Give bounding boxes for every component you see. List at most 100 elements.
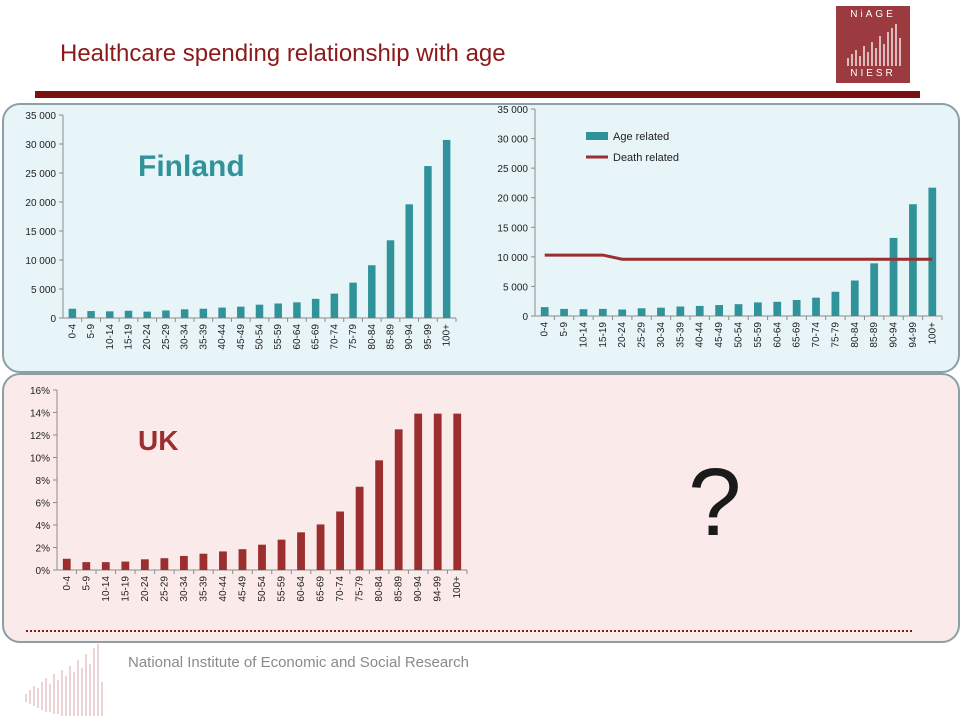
bar-50-54 [255, 304, 264, 318]
logo-bottom-text: NIESR [850, 68, 896, 79]
x-tick-label: 35-39 [198, 324, 209, 350]
x-tick-label: 75-79 [830, 322, 841, 348]
x-tick-label: 20-24 [617, 322, 628, 348]
bar-80-84 [850, 280, 859, 316]
bar-65-69 [311, 298, 320, 318]
x-tick-label: 10-14 [578, 322, 589, 348]
x-tick-label: 50-54 [255, 324, 266, 350]
title-rule [35, 91, 920, 98]
x-tick-label: 20-24 [140, 576, 151, 602]
finland-label: Finland [138, 150, 245, 183]
x-tick-label: 25-29 [161, 324, 172, 350]
x-tick-label: 65-69 [316, 576, 327, 602]
bar-45-49 [238, 549, 247, 570]
x-tick-label: 0-4 [67, 324, 78, 339]
y-tick-label: 15 000 [497, 223, 528, 234]
x-tick-label: 70-74 [329, 324, 340, 350]
bar-100+ [928, 187, 937, 316]
bar-75-79 [831, 291, 840, 316]
x-tick-label: 25-29 [637, 322, 648, 348]
y-tick-label: 30 000 [497, 135, 528, 146]
bar-50-54 [734, 304, 743, 316]
x-tick-label: 100+ [442, 324, 453, 347]
bar-10-14 [101, 562, 110, 570]
y-tick-label: 5 000 [31, 285, 56, 296]
x-tick-label: 50-54 [257, 576, 268, 602]
bar-35-39 [199, 553, 208, 570]
x-tick-label: 94-99 [908, 322, 919, 348]
niage-logo: NiAGE NIESR [836, 6, 910, 83]
y-tick-label: 20 000 [497, 194, 528, 205]
x-tick-label: 90-94 [413, 576, 424, 602]
legend-age-related-label: Age related [613, 131, 669, 143]
x-tick-label: 85-89 [869, 322, 880, 348]
bar-20-24 [143, 311, 151, 318]
x-tick-label: 60-64 [296, 576, 307, 602]
x-tick-label: 60-64 [772, 322, 783, 348]
bar-65-69 [316, 524, 325, 570]
bar-70-74 [336, 511, 344, 570]
x-tick-label: 0-4 [540, 322, 551, 337]
y-tick-label: 14% [30, 409, 50, 420]
x-tick-label: 30-34 [179, 576, 190, 602]
x-tick-label: 70-74 [335, 576, 346, 602]
y-tick-label: 20 000 [25, 198, 56, 209]
bar-30-34 [180, 555, 188, 570]
death-related-line [544, 253, 933, 261]
x-tick-label: 45-49 [714, 322, 725, 348]
bar-10-14 [579, 309, 588, 316]
footer-dotted-rule [26, 630, 912, 632]
footer-text: National Institute of Economic and Socia… [128, 654, 470, 671]
bar-85-89 [870, 263, 879, 316]
bar-55-59 [274, 303, 282, 318]
x-tick-label: 100+ [927, 322, 938, 345]
y-tick-label: 30 000 [25, 140, 56, 151]
bar-85-89 [394, 429, 403, 570]
x-tick-label: 65-69 [792, 322, 803, 348]
y-tick-label: 12% [30, 431, 50, 442]
y-tick-label: 0 [50, 314, 56, 325]
bar-70-74 [330, 293, 339, 318]
x-tick-label: 80-84 [367, 324, 378, 350]
x-tick-label: 60-64 [292, 324, 303, 350]
x-tick-label: 0-4 [62, 576, 73, 591]
bar-85-89 [386, 240, 395, 318]
bar-0-4 [62, 558, 71, 570]
bar-70-74 [812, 297, 820, 316]
x-tick-label: 65-69 [311, 324, 322, 350]
uk-panel [2, 373, 960, 643]
bar-80-84 [375, 460, 384, 570]
x-tick-label: 45-49 [236, 324, 247, 350]
bar-75-79 [355, 486, 364, 570]
finland-chart: 0 5 000 10 000 15 000 20 000 25 000 30 000 35 0… [25, 111, 457, 350]
bar-94-99 [433, 413, 442, 570]
bar-0-4 [68, 308, 77, 318]
x-tick-label: 75-79 [348, 324, 359, 350]
x-tick-label: 55-59 [273, 324, 284, 350]
x-tick-label: 5-9 [559, 322, 570, 337]
legend-age-related-swatch [586, 132, 608, 140]
y-tick-label: 25 000 [25, 169, 56, 180]
legend-death-related-label: Death related [613, 152, 679, 164]
x-tick-label: 70-74 [811, 322, 822, 348]
y-tick-label: 0 [522, 312, 528, 323]
x-tick-label: 15-19 [124, 324, 135, 350]
y-tick-label: 10 000 [497, 253, 528, 264]
x-tick-label: 30-34 [656, 322, 667, 348]
bar-5-9 [82, 562, 91, 570]
y-tick-label: 25 000 [497, 164, 528, 175]
x-tick-label: 25-29 [159, 576, 170, 602]
x-tick-label: 85-89 [386, 324, 397, 350]
bar-60-64 [773, 301, 782, 316]
footer-bars-icon [25, 644, 103, 716]
x-tick-label: 5-9 [86, 324, 97, 339]
uk-label: UK [138, 425, 179, 456]
bar-65-69 [792, 300, 801, 316]
y-tick-label: 15 000 [25, 227, 56, 238]
bar-25-29 [160, 558, 169, 570]
bar-55-59 [754, 302, 762, 316]
x-tick-label: 15-19 [120, 576, 131, 602]
bar-15-19 [121, 561, 130, 570]
bar-5-9 [560, 308, 568, 316]
x-tick-label: 35-39 [198, 576, 209, 602]
